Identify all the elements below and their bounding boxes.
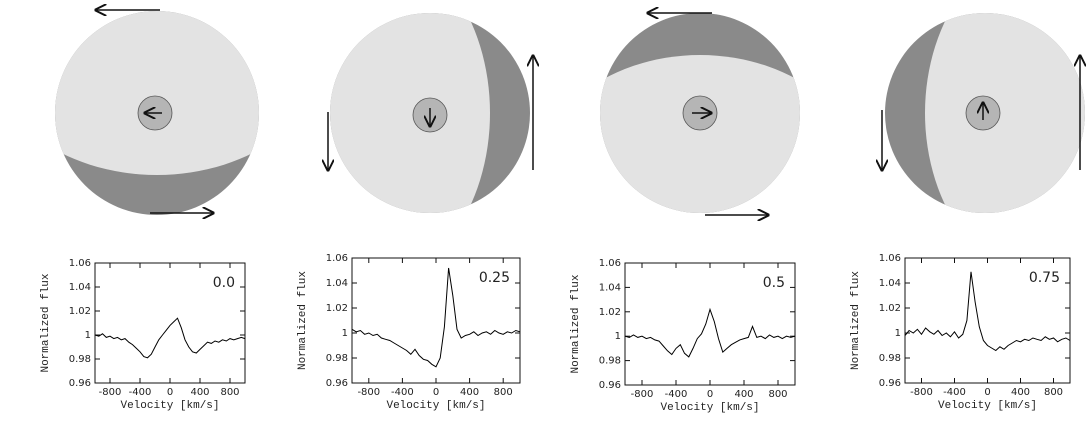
y-tick-label: 0.96: [599, 380, 621, 391]
y-tick-label: 0.96: [69, 378, 91, 389]
y-tick-label: 1.06: [599, 258, 621, 269]
y-tick-label: 1: [342, 328, 348, 339]
y-tick-label: 1.04: [69, 282, 91, 293]
x-tick-label: 800: [768, 389, 787, 400]
x-tick-label: 400: [190, 387, 209, 398]
y-axis-label: Normalized flux: [850, 271, 862, 370]
y-tick-label: 1.02: [879, 303, 901, 314]
y-tick-label: 0.98: [599, 356, 621, 367]
x-tick-label: 800: [494, 387, 513, 398]
y-tick-label: 1.04: [599, 282, 621, 293]
spectrum-line: [904, 271, 1071, 352]
x-tick-label: 0: [707, 389, 713, 400]
x-axis-label: Velocity [km/s]: [660, 402, 759, 414]
phase-label: 0.5: [763, 275, 785, 291]
x-tick-label: -400: [665, 389, 688, 400]
y-tick-label: 1.02: [599, 307, 621, 318]
y-tick-label: 1: [895, 328, 901, 339]
y-tick-label: 1.04: [326, 278, 348, 289]
x-tick-label: -800: [631, 389, 654, 400]
x-tick-label: 800: [220, 387, 239, 398]
x-tick-label: -800: [910, 387, 933, 398]
y-axis-label: Normalized flux: [570, 274, 582, 373]
x-axis-label: Velocity [km/s]: [120, 400, 219, 412]
y-axis-label: Normalized flux: [297, 271, 309, 370]
x-tick-label: 400: [1011, 387, 1030, 398]
x-tick-label: 0: [167, 387, 173, 398]
spectrum-line: [351, 267, 521, 368]
x-tick-label: -800: [357, 387, 380, 398]
x-tick-label: -400: [943, 387, 966, 398]
x-tick-label: 800: [1044, 387, 1063, 398]
y-tick-label: 0.98: [879, 353, 901, 364]
x-tick-label: 400: [734, 389, 753, 400]
y-tick-label: 1.06: [69, 258, 91, 269]
spectrum-line: [624, 307, 796, 358]
spectrum-line: [94, 317, 246, 359]
y-tick-label: 0.96: [879, 378, 901, 389]
x-tick-label: 0: [433, 387, 439, 398]
x-tick-label: -400: [129, 387, 152, 398]
y-tick-label: 1: [85, 330, 91, 341]
y-tick-label: 1: [615, 331, 621, 342]
y-tick-label: 1.02: [326, 303, 348, 314]
y-tick-label: 0.96: [326, 378, 348, 389]
x-tick-label: 400: [460, 387, 479, 398]
x-axis-label: Velocity [km/s]: [386, 400, 485, 412]
y-tick-label: 1.06: [326, 253, 348, 264]
x-tick-label: 0: [984, 387, 990, 398]
phase-label: 0.75: [1029, 270, 1060, 286]
y-tick-label: 0.98: [69, 354, 91, 365]
phase-label: 0.0: [213, 275, 235, 291]
y-tick-label: 1.02: [69, 306, 91, 317]
x-tick-label: -400: [391, 387, 414, 398]
x-axis-label: Velocity [km/s]: [938, 400, 1037, 412]
phase-label: 0.25: [479, 270, 510, 286]
y-tick-label: 1.04: [879, 278, 901, 289]
y-tick-label: 1.06: [879, 253, 901, 264]
y-tick-label: 0.98: [326, 353, 348, 364]
x-tick-label: -800: [99, 387, 122, 398]
disk-diagrams: [55, 0, 1088, 345]
y-axis-label: Normalized flux: [40, 273, 52, 372]
